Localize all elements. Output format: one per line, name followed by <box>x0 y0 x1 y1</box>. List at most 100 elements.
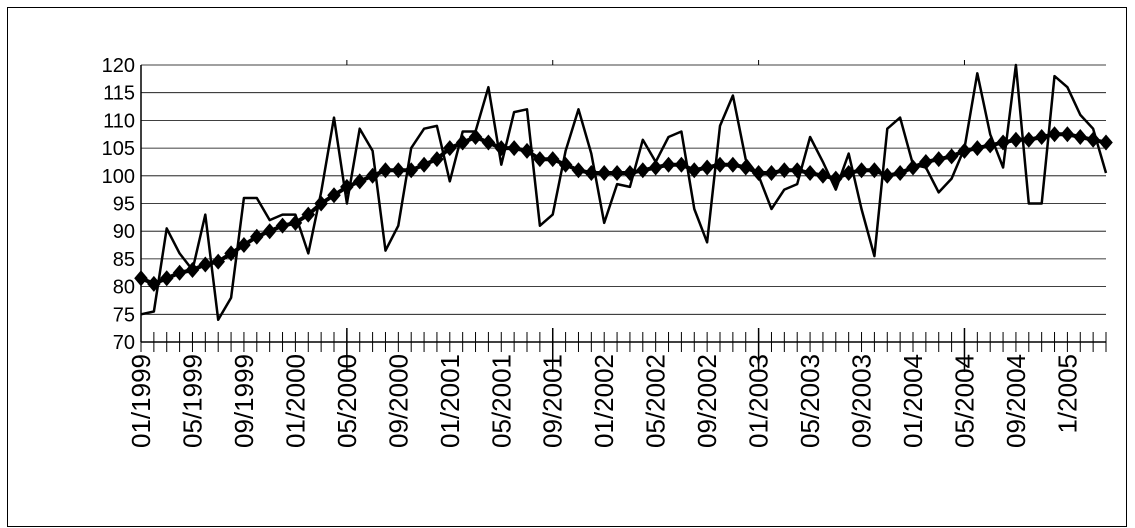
x-tick-label: 05/2001 <box>486 354 516 448</box>
diamond-marker <box>1022 131 1036 148</box>
x-tick-label: 1/2005 <box>1052 354 1082 434</box>
diamond-marker <box>262 223 277 240</box>
diamond-marker <box>1073 129 1088 146</box>
diamond-marker <box>507 140 521 157</box>
diamond-marker <box>1047 126 1062 143</box>
line-chart: 70 75 80 85 90 95 100 105 110 115 120 01/1999 05/19… <box>102 55 1113 448</box>
diamond-marker <box>893 165 907 182</box>
x-tick-label: 05/2000 <box>332 354 362 448</box>
diamond-marker <box>1034 129 1049 146</box>
diamond-marker <box>687 162 702 179</box>
x-tick-label: 09/2001 <box>538 354 568 448</box>
diamond-marker <box>147 275 161 292</box>
diamond-marker <box>1099 134 1113 151</box>
y-tick-label: 110 <box>103 110 135 132</box>
diamond-marker <box>597 165 611 182</box>
diamond-marker <box>648 159 663 176</box>
y-tick-label: 120 <box>102 55 135 77</box>
diamond-marker <box>919 153 933 170</box>
series-line <box>140 63 1108 322</box>
diamond-marker <box>198 256 213 273</box>
diamond-marker <box>931 151 946 168</box>
diamond-marker <box>558 156 573 173</box>
diamond-marker <box>172 264 187 281</box>
diamond-marker <box>481 134 496 151</box>
diamond-marker <box>777 162 792 179</box>
diamond-marker <box>880 167 895 184</box>
diamond-marker <box>661 156 676 173</box>
x-tick-label: 05/1999 <box>177 354 207 448</box>
diamond-marker <box>327 187 341 204</box>
diamond-marker <box>996 134 1010 151</box>
diamond-marker <box>1086 131 1100 148</box>
diamond-marker <box>700 159 714 176</box>
y-tick-label: 100 <box>102 166 135 188</box>
diamond-marker <box>159 270 174 287</box>
x-tick-label: 09/2003 <box>847 354 877 448</box>
x-tick-label: 01/2002 <box>589 354 619 448</box>
diamond-marker <box>211 253 225 270</box>
y-tick-label: 80 <box>113 277 135 299</box>
diamond-marker <box>841 165 856 182</box>
axes <box>140 60 1107 372</box>
x-tick-label: 01/2000 <box>280 354 310 448</box>
y-tick-label: 85 <box>113 249 135 271</box>
diamond-marker <box>455 134 470 151</box>
diamond-marker <box>404 162 418 179</box>
diamond-marker <box>738 159 753 176</box>
diamond-marker <box>944 148 959 165</box>
x-tick-label: 01/2001 <box>435 354 465 448</box>
diamond-marker <box>674 156 689 173</box>
diamond-marker <box>468 129 483 146</box>
diamond-marker <box>584 165 599 182</box>
diamond-marker <box>867 162 882 179</box>
x-tick-label: 09/2000 <box>383 354 413 448</box>
diamond-marker <box>623 165 637 182</box>
diamond-marker <box>983 137 997 154</box>
y-tick-label: 115 <box>103 83 135 105</box>
x-tick-label: 09/1999 <box>229 354 259 448</box>
diamond-marker <box>829 170 843 187</box>
diamond-marker <box>726 156 740 173</box>
diamond-marker <box>134 270 148 287</box>
diamond-marker <box>417 156 431 173</box>
diamond-marker <box>352 173 367 190</box>
diamond-marker <box>970 140 985 157</box>
diamond-marker <box>1060 126 1075 143</box>
diamond-marker <box>314 195 328 212</box>
diamond-marker <box>533 151 547 168</box>
x-tick-label: 05/2004 <box>949 354 979 448</box>
x-tick-labels: 01/1999 05/1999 09/1999 01/2000 05/2000 09/20… <box>126 354 1082 448</box>
y-tick-label: 95 <box>113 194 135 216</box>
diamond-marker <box>365 167 380 184</box>
diamond-marker <box>391 162 406 179</box>
x-tick-label: 09/2004 <box>1001 354 1031 448</box>
diamond-marker <box>803 165 817 182</box>
diamond-marker <box>571 162 586 179</box>
diamond-marker <box>378 162 393 179</box>
y-tick-labels: 70 75 80 85 90 95 100 105 110 115 120 <box>102 55 135 354</box>
diamond-marker <box>1009 131 1023 148</box>
grid-lines <box>141 64 1106 343</box>
diamond-marker <box>494 140 509 157</box>
diamond-marker <box>520 142 534 159</box>
diamond-marker <box>340 178 354 195</box>
x-tick-label: 01/2004 <box>898 354 928 448</box>
y-tick-label: 75 <box>113 304 135 326</box>
diamond-marker <box>443 140 457 157</box>
series <box>134 63 1113 322</box>
diamond-marker <box>751 165 766 182</box>
diamond-marker <box>237 237 251 254</box>
diamond-marker <box>764 165 779 182</box>
y-tick-label: 70 <box>113 332 135 354</box>
diamond-marker <box>816 167 830 184</box>
diamond-marker <box>250 228 264 245</box>
diamond-marker <box>790 162 804 179</box>
diamond-marker <box>854 162 869 179</box>
diamond-marker <box>224 245 238 262</box>
y-tick-label: 90 <box>113 221 135 243</box>
y-tick-label: 105 <box>102 138 135 160</box>
diamond-marker <box>636 162 650 179</box>
x-tick-label: 05/2002 <box>641 354 671 448</box>
diamond-marker <box>288 214 303 231</box>
